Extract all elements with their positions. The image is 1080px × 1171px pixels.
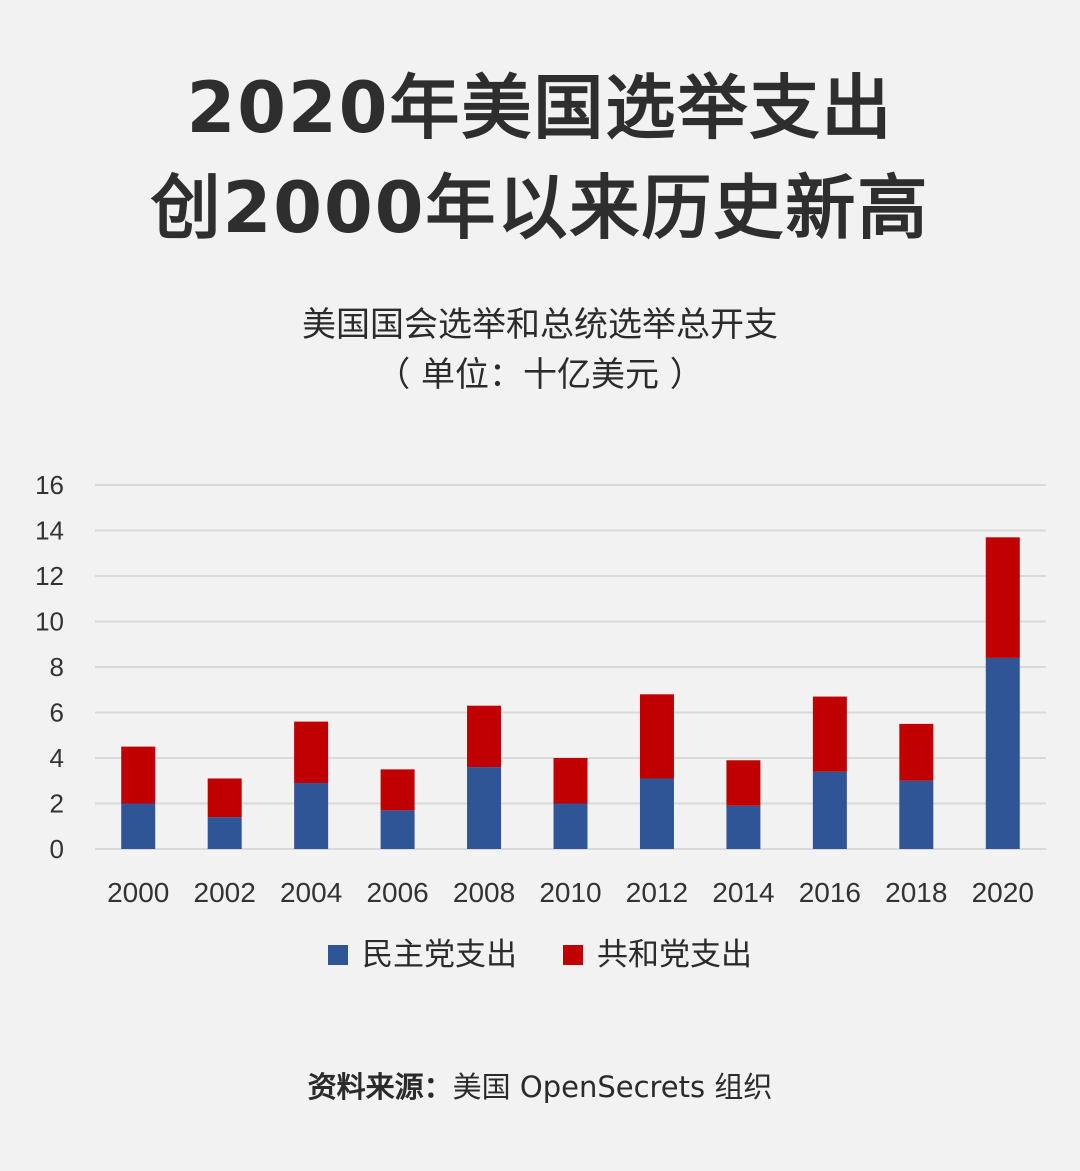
subtitle-line-1: 美国国会选举和总统选举总开支 bbox=[302, 305, 778, 345]
bar-democrat bbox=[207, 817, 242, 849]
x-tick-label: 2018 bbox=[885, 877, 947, 908]
x-tick-label: 2020 bbox=[972, 877, 1034, 908]
bar-democrat bbox=[985, 657, 1020, 849]
y-tick-label: 0 bbox=[50, 834, 64, 864]
x-tick-label: 2002 bbox=[194, 877, 256, 908]
headline: 2020年美国选举支出 创2000年以来历史新高 bbox=[0, 58, 1080, 258]
stacked-bar-chart: 0 2 4 6 8 10 12 14 16 2000 2002 2004 2006 2008 2010 201… bbox=[35, 470, 1046, 908]
legend-swatch-democrat bbox=[328, 945, 348, 965]
bar-democrat bbox=[294, 783, 329, 849]
y-tick-label: 8 bbox=[50, 652, 64, 682]
y-tick-label: 4 bbox=[50, 743, 64, 773]
y-tick-label: 12 bbox=[35, 561, 64, 591]
x-tick-label: 2006 bbox=[366, 877, 428, 908]
bar-republican bbox=[467, 705, 502, 768]
y-tick-label: 16 bbox=[35, 470, 64, 500]
x-tick-label: 2014 bbox=[712, 877, 774, 908]
source-text: 美国 OpenSecrets 组织 bbox=[452, 1070, 773, 1104]
y-tick-label: 2 bbox=[50, 789, 64, 819]
legend-label-democrat: 民主党支出 bbox=[362, 937, 517, 973]
bar-democrat bbox=[380, 810, 415, 849]
x-tick-label: 2000 bbox=[107, 877, 169, 908]
bar-democrat bbox=[726, 805, 761, 849]
bar-republican bbox=[294, 721, 329, 784]
bar-democrat bbox=[553, 803, 588, 849]
bar-republican bbox=[553, 758, 588, 804]
bar-republican bbox=[985, 537, 1020, 658]
bar-democrat bbox=[639, 778, 674, 849]
legend-swatch-republican bbox=[563, 945, 583, 965]
source-label: 资料来源： bbox=[307, 1070, 453, 1104]
x-tick-label: 2012 bbox=[626, 877, 688, 908]
bar-republican bbox=[639, 694, 674, 779]
headline-line-1: 2020年美国选举支出 bbox=[186, 67, 894, 149]
bar-republican bbox=[380, 769, 415, 811]
x-tick-label: 2016 bbox=[799, 877, 861, 908]
chart-subtitle: 美国国会选举和总统选举总开支 （ 单位：十亿美元 ） bbox=[0, 300, 1080, 400]
bar-republican bbox=[812, 696, 847, 772]
bar-republican bbox=[899, 723, 934, 781]
legend-label-republican: 共和党支出 bbox=[597, 937, 752, 973]
bar-democrat bbox=[121, 803, 156, 849]
y-tick-label: 10 bbox=[35, 607, 64, 637]
headline-line-2: 创2000年以来历史新高 bbox=[150, 167, 930, 249]
legend-item-democrat: 民主党支出 bbox=[328, 930, 517, 980]
bar-democrat bbox=[812, 771, 847, 849]
bar-republican bbox=[121, 746, 156, 804]
x-tick-label: 2004 bbox=[280, 877, 342, 908]
subtitle-line-2: （ 单位：十亿美元 ） bbox=[376, 355, 704, 395]
x-tick-label: 2008 bbox=[453, 877, 515, 908]
y-tick-label: 6 bbox=[50, 698, 64, 728]
bar-republican bbox=[726, 760, 761, 806]
bar-democrat bbox=[899, 780, 934, 849]
y-tick-label: 14 bbox=[35, 516, 64, 546]
x-tick-label: 2010 bbox=[539, 877, 601, 908]
source-note: 资料来源：美国 OpenSecrets 组织 bbox=[0, 1062, 1080, 1112]
bar-republican bbox=[207, 778, 242, 818]
chart-legend: 民主党支出 共和党支出 bbox=[0, 930, 1080, 980]
legend-item-republican: 共和党支出 bbox=[563, 930, 752, 980]
bar-democrat bbox=[467, 767, 502, 849]
